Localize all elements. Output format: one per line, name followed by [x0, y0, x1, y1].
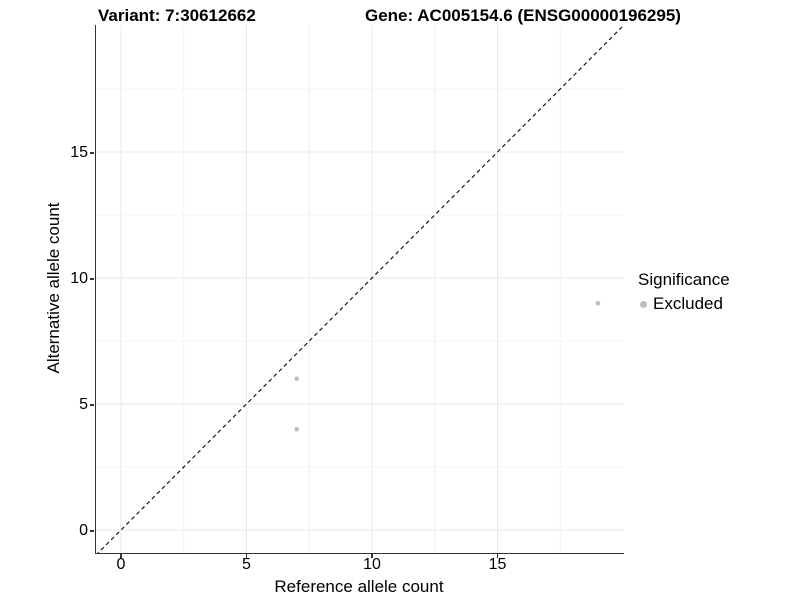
- identity-line: [97, 25, 624, 553]
- y-tick-mark: [90, 530, 94, 532]
- y-tick-label: 15: [70, 144, 88, 161]
- y-tick-mark: [90, 404, 94, 406]
- x-axis-title: Reference allele count: [274, 577, 444, 596]
- x-tick-label: 5: [242, 556, 251, 573]
- legend-point-swatch: [640, 300, 647, 308]
- y-tick-label: 5: [79, 396, 88, 413]
- plot-title-gene: Gene: AC005154.6 (ENSG00000196295): [365, 6, 681, 25]
- plot-title-variant: Variant: 7:30612662: [98, 6, 256, 25]
- y-tick-label: 10: [70, 270, 88, 287]
- legend-item-label: Excluded: [653, 294, 723, 313]
- x-tick-mark: [496, 554, 498, 558]
- data-point: [595, 300, 601, 306]
- legend-item-excluded: Excluded: [640, 294, 730, 314]
- y-tick-label: 0: [79, 522, 88, 539]
- x-tick-mark: [120, 554, 122, 558]
- x-tick-mark: [371, 554, 373, 558]
- data-point: [294, 376, 299, 382]
- x-tick-label: 10: [363, 556, 381, 573]
- y-tick-mark: [90, 152, 94, 154]
- y-tick-mark: [90, 278, 94, 280]
- plot-panel: [95, 25, 624, 554]
- x-tick-label: 0: [116, 556, 126, 573]
- y-axis-title: Alternative allele count: [44, 202, 63, 374]
- x-tick-mark: [245, 554, 247, 558]
- data-point: [294, 426, 299, 432]
- legend-title: Significance: [638, 270, 730, 289]
- plot-canvas: [96, 25, 624, 553]
- x-tick-label: 15: [488, 556, 507, 573]
- legend: Significance Excluded: [638, 270, 730, 314]
